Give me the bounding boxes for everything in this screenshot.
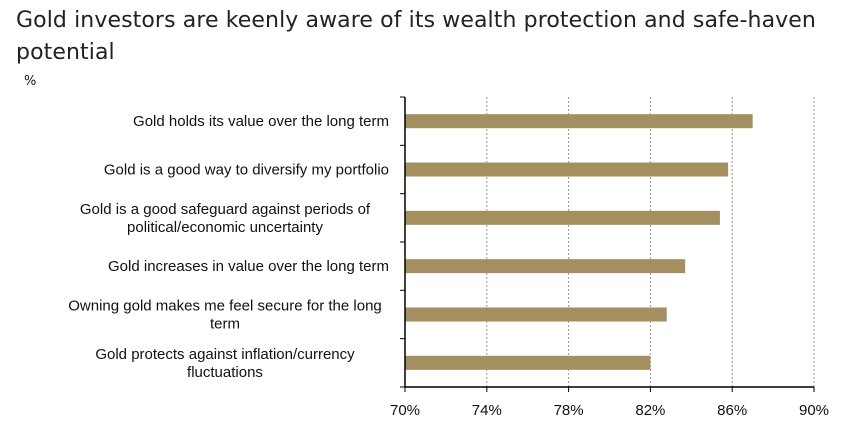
category-label: Gold is a good way to diversify my portf… [104,162,389,179]
x-tick-label: 90% [799,402,829,419]
x-tick-label: 70% [390,402,420,419]
category-label: political/economic uncertainty [127,219,323,236]
bar [405,162,729,177]
bar [405,210,720,225]
unit-label: % [24,74,37,89]
bar [405,355,651,370]
category-label: term [210,316,240,333]
category-label: Gold is a good safeguard against periods… [80,201,371,218]
category-label: Gold holds its value over the long term [133,113,389,130]
bar [405,307,667,322]
category-label: fluctuations [187,364,263,381]
x-tick-label: 74% [472,402,502,419]
category-label: Gold protects against inflation/currency [95,346,355,363]
category-label: Gold increases in value over the long te… [108,258,389,275]
x-tick-label: 86% [717,402,747,419]
x-tick-label: 82% [635,402,665,419]
chart-title: Gold investors are keenly aware of its w… [16,8,816,65]
bar [405,259,686,274]
bar [405,114,753,129]
x-tick-label: 78% [554,402,584,419]
category-label: Owning gold makes me feel secure for the… [68,298,382,315]
